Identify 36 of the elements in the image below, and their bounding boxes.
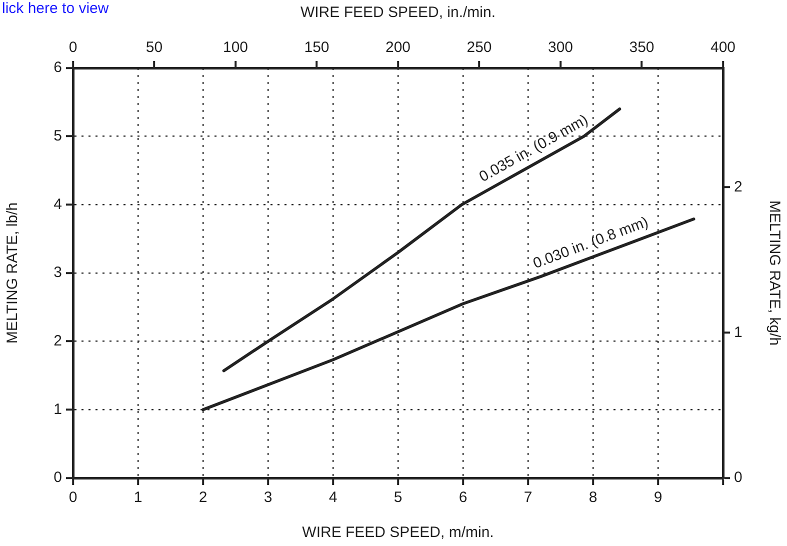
x2-tick-label: 150 (304, 39, 330, 56)
x-tick-label: 6 (458, 489, 468, 506)
x-tick-label: 2 (198, 489, 208, 506)
x2-tick-label: 0 (68, 39, 78, 56)
y2-tick-label: 0 (734, 469, 742, 486)
x-tick-label: 3 (264, 489, 272, 506)
x2-tick-label: 50 (146, 39, 163, 56)
x-tick-label: 0 (68, 489, 78, 506)
x2-tick-label: 250 (466, 39, 492, 56)
x-axis-title: WIRE FEED SPEED, m/min. (302, 524, 494, 542)
text: 0.035 in. (0.9 mm) (476, 111, 591, 186)
y-tick-label: 5 (54, 127, 62, 144)
x-tick-label: 9 (654, 489, 662, 506)
x-tick-label: 7 (524, 489, 532, 506)
y-tick-label: 3 (54, 264, 62, 282)
x-tick-label: 5 (394, 489, 402, 506)
x2-tick-label: 100 (222, 39, 248, 56)
y-tick-label: 2 (54, 332, 62, 350)
y-axis-title: MELTING RATE, lb/h (4, 202, 22, 344)
x-tick-label: 8 (588, 489, 598, 506)
x-tick-label: 4 (328, 489, 338, 506)
text: 0.030 in. (0.8 mm) (530, 214, 651, 272)
x2-tick-label: 300 (548, 39, 574, 56)
x2-axis-title: WIRE FEED SPEED, in./min. (300, 4, 496, 22)
x2-tick-label: 400 (710, 39, 736, 56)
y-tick-label: 1 (54, 400, 62, 418)
y-tick-label: 4 (54, 196, 62, 213)
y2-tick-label: 2 (734, 178, 742, 196)
y2-axis-title: MELTING RATE, kg/h (766, 200, 783, 346)
text: lick here to view (2, 0, 109, 17)
x-tick-label: 1 (134, 489, 142, 506)
x2-tick-label: 200 (385, 39, 411, 56)
x2-tick-label: 350 (629, 39, 654, 56)
y-tick-label: 0 (54, 469, 62, 486)
y2-tick-label: 1 (734, 324, 742, 341)
y-tick-label: 6 (54, 59, 62, 76)
